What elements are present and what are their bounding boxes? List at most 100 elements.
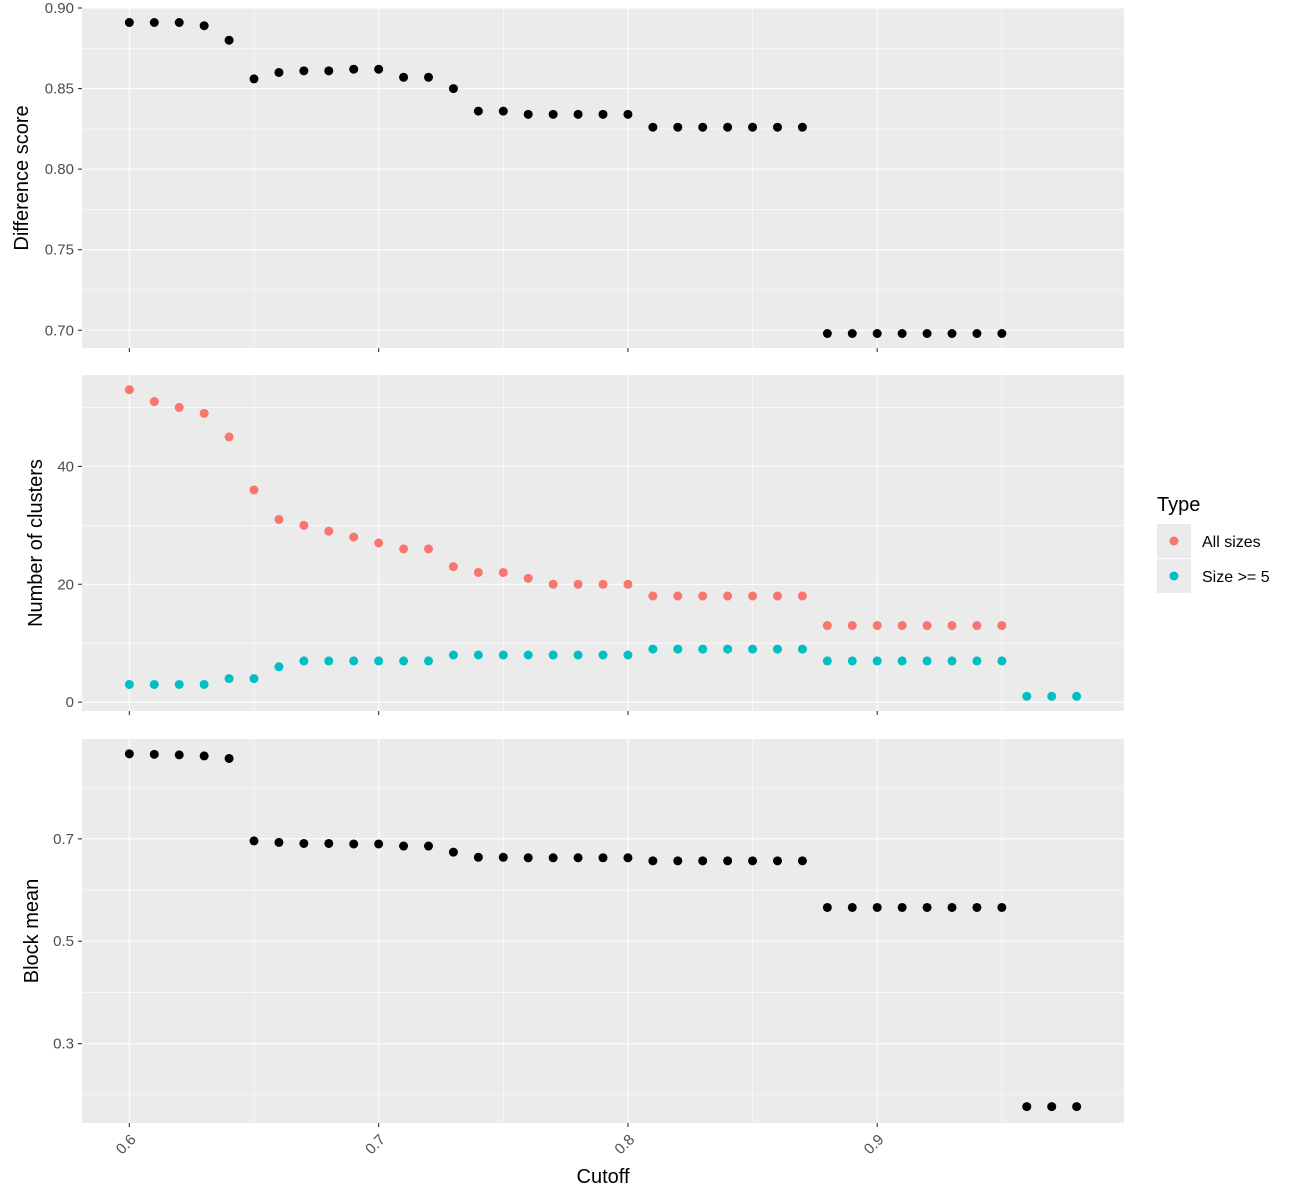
y-axis-title: Number of clusters	[25, 459, 47, 627]
data-point	[199, 751, 209, 761]
panel-difference-score: 0.70 0.75 0.80 0.85 0.90 Difference score	[11, 0, 1124, 352]
data-point	[399, 841, 409, 851]
data-point	[399, 656, 409, 666]
data-point	[448, 84, 458, 94]
data-point	[1072, 691, 1082, 701]
data-point	[374, 64, 384, 74]
data-point	[673, 122, 683, 132]
data-point	[224, 674, 234, 684]
data-point	[498, 106, 508, 116]
data-point	[349, 532, 359, 542]
data-point	[299, 656, 309, 666]
data-point	[897, 902, 907, 912]
data-point	[424, 544, 434, 554]
data-point	[324, 66, 334, 76]
data-point	[424, 72, 434, 82]
panel-number-of-clusters: 0 20 40 Number of clusters	[25, 375, 1124, 715]
data-point	[1047, 1102, 1057, 1112]
data-point	[299, 838, 309, 848]
data-point	[748, 122, 758, 132]
x-tick-label: 0.6	[113, 1131, 140, 1158]
legend: Type All sizes Size >= 5	[1157, 494, 1270, 593]
y-tick-label: 0.7	[53, 831, 74, 848]
data-point	[598, 109, 608, 119]
data-point	[523, 650, 533, 660]
data-point	[124, 749, 134, 759]
data-point	[623, 853, 633, 863]
data-point	[797, 591, 807, 601]
x-tick-label: 0.8	[611, 1131, 638, 1158]
data-point	[797, 122, 807, 132]
y-tick-label: 0.85	[45, 81, 74, 98]
data-point	[723, 644, 733, 654]
y-tick-label: 0.5	[53, 933, 74, 950]
data-point	[648, 591, 658, 601]
data-point	[299, 520, 309, 530]
data-point	[174, 402, 184, 412]
data-point	[997, 656, 1007, 666]
data-point	[149, 749, 159, 759]
x-tick-label: 0.9	[861, 1131, 888, 1158]
data-point	[174, 750, 184, 760]
data-point	[573, 650, 583, 660]
data-point	[349, 839, 359, 849]
legend-label-all-sizes: All sizes	[1202, 534, 1261, 551]
data-point	[374, 538, 384, 548]
data-point	[1072, 1102, 1082, 1112]
data-point	[997, 621, 1007, 631]
data-point	[448, 847, 458, 857]
data-point	[748, 644, 758, 654]
data-point	[424, 656, 434, 666]
data-point	[623, 109, 633, 119]
data-point	[997, 902, 1007, 912]
data-point	[473, 650, 483, 660]
data-point	[673, 856, 683, 866]
series-difference-score	[124, 18, 1007, 338]
data-point	[997, 328, 1007, 338]
data-point	[598, 579, 608, 589]
data-point	[473, 852, 483, 862]
data-point	[149, 397, 159, 407]
data-point	[1047, 691, 1057, 701]
data-point	[972, 621, 982, 631]
data-point	[772, 591, 782, 601]
data-point	[124, 679, 134, 689]
data-point	[548, 579, 558, 589]
data-point	[897, 328, 907, 338]
data-point	[822, 621, 832, 631]
data-point	[149, 679, 159, 689]
data-point	[448, 562, 458, 572]
y-axis-title: Block mean	[21, 879, 43, 984]
data-point	[274, 67, 284, 77]
data-point	[748, 856, 758, 866]
data-point	[723, 856, 733, 866]
data-point	[623, 579, 633, 589]
data-point	[797, 856, 807, 866]
data-point	[623, 650, 633, 660]
data-point	[124, 18, 134, 28]
data-point	[274, 514, 284, 524]
data-point	[673, 591, 683, 601]
data-point	[1022, 1102, 1032, 1112]
x-axis-title: Cutoff	[577, 1166, 630, 1188]
panel-block-mean: 0.3 0.5 0.7 0.6 0.7 0.8 0.9 Block mean	[21, 739, 1124, 1158]
panel-background	[82, 739, 1124, 1123]
data-point	[498, 852, 508, 862]
data-point	[473, 106, 483, 116]
legend-swatch-size-ge5	[1169, 571, 1179, 581]
data-point	[673, 644, 683, 654]
data-point	[324, 656, 334, 666]
data-point	[498, 650, 508, 660]
data-point	[772, 856, 782, 866]
data-point	[249, 74, 259, 84]
y-tick-label: 0.80	[45, 161, 74, 178]
series-block-mean	[124, 749, 1082, 1112]
data-point	[872, 621, 882, 631]
data-point	[548, 853, 558, 863]
panel-background	[82, 375, 1124, 711]
data-point	[772, 122, 782, 132]
data-point	[598, 853, 608, 863]
data-point	[947, 902, 957, 912]
data-point	[847, 621, 857, 631]
data-point	[872, 656, 882, 666]
